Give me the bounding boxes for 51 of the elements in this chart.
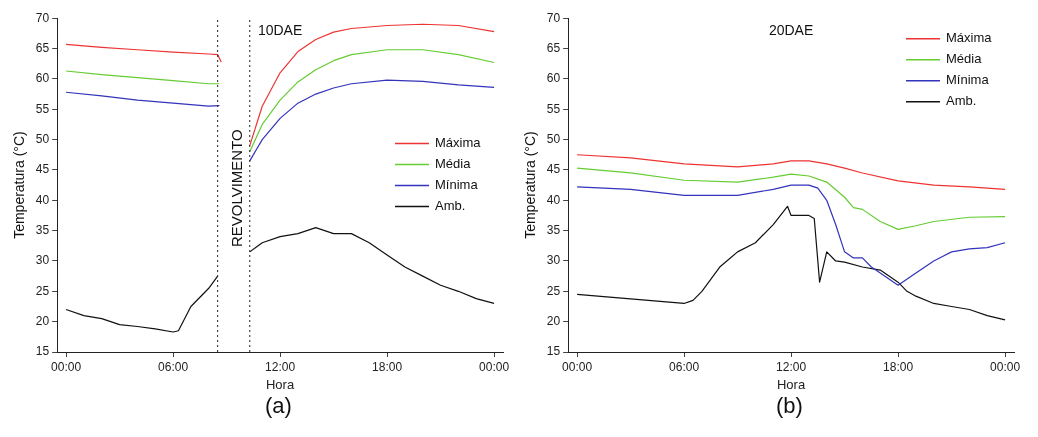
x-axis-title: Hora — [265, 376, 295, 392]
text: (b) — [775, 393, 804, 419]
x-tick-label: 00:00 — [562, 359, 593, 374]
y-tick-label: 65 — [546, 40, 561, 55]
ref-line-label: REVOLVIMENTO — [228, 129, 246, 248]
y-tick-label: 55 — [546, 101, 561, 116]
y-axis-title: Temperatura (°C) — [11, 131, 28, 239]
legend-label: Amb. — [946, 93, 977, 109]
x-tick-label: 18:00 — [372, 359, 403, 374]
legend-label: Média — [435, 156, 472, 172]
y-tick-label: 30 — [546, 253, 561, 268]
x-tick-label: 12:00 — [776, 359, 807, 374]
y-tick-label: 15 — [546, 344, 561, 359]
y-tick-label: 65 — [35, 40, 50, 55]
x-tick-label: 06:00 — [158, 359, 189, 374]
x-tick-label: 00:00 — [479, 359, 510, 374]
chart-title: 10DAE — [257, 22, 303, 39]
y-tick-label: 45 — [546, 162, 561, 177]
y-tick-label: 60 — [35, 71, 50, 86]
y-tick-label: 25 — [546, 283, 561, 298]
y-tick-label: 35 — [546, 222, 561, 237]
legend-label: Mínima — [946, 72, 990, 88]
x-tick-label: 00:00 — [990, 359, 1021, 374]
y-tick-label: 20 — [35, 313, 50, 328]
legend-label: Mínima — [435, 177, 479, 193]
y-axis-title: Temperatura (°C) — [522, 131, 539, 239]
y-tick-label: 50 — [35, 131, 50, 146]
y-tick-label: 40 — [546, 192, 561, 207]
x-tick-label: 00:00 — [51, 359, 82, 374]
x-tick-label: 12:00 — [265, 359, 296, 374]
x-axis-title: Hora — [776, 376, 806, 392]
y-tick-label: 70 — [546, 10, 561, 25]
y-tick-label: 70 — [35, 10, 50, 25]
legend-label: Máxima — [435, 135, 482, 151]
x-tick-label: 06:00 — [669, 359, 700, 374]
legend-label: Amb. — [435, 198, 466, 214]
y-tick-label: 55 — [35, 101, 50, 116]
y-tick-label: 15 — [35, 344, 50, 359]
text: (a) — [264, 393, 293, 419]
x-tick-label: 18:00 — [883, 359, 914, 374]
y-tick-label: 35 — [35, 222, 50, 237]
y-tick-label: 40 — [35, 192, 50, 207]
y-tick-label: 50 — [546, 131, 561, 146]
y-tick-label: 25 — [35, 283, 50, 298]
chart-title: 20DAE — [768, 22, 814, 39]
y-tick-label: 60 — [546, 71, 561, 86]
y-tick-label: 20 — [546, 313, 561, 328]
legend-label: Máxima — [946, 30, 993, 46]
legend-label: Média — [946, 51, 983, 67]
y-tick-label: 30 — [35, 253, 50, 268]
y-tick-label: 45 — [35, 162, 50, 177]
